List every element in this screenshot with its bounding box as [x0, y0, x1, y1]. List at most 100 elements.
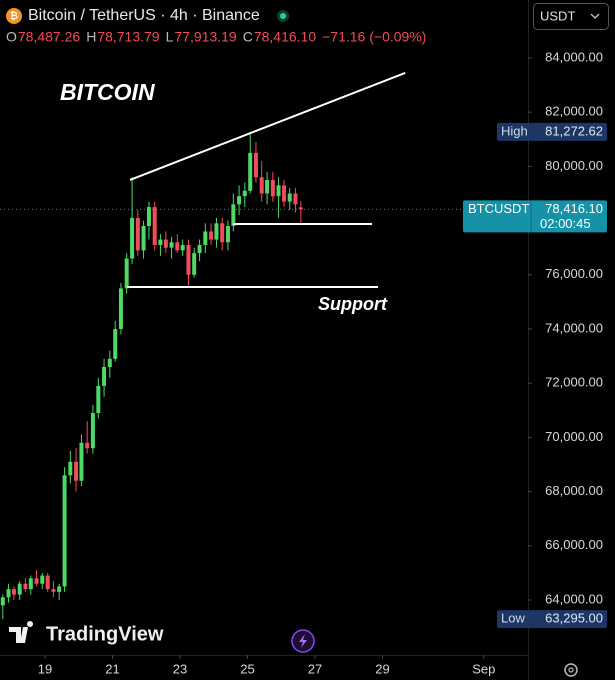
candle-body — [23, 583, 28, 590]
candle-body — [180, 244, 185, 251]
candle-body — [231, 204, 236, 227]
coin-icon-glyph: ₿ — [10, 10, 18, 22]
x-tick-label: 25 — [240, 661, 254, 676]
candle-body — [107, 358, 112, 367]
candle-body — [169, 242, 174, 248]
candle-body — [293, 193, 298, 205]
coin-icon — [6, 8, 22, 24]
candle-body — [163, 239, 168, 248]
candle-body — [276, 185, 281, 197]
legend-value: 78,713.79 — [97, 29, 159, 45]
candle-body — [79, 442, 84, 481]
price-marker-label: High — [501, 123, 528, 138]
x-tick-label: 27 — [308, 661, 322, 676]
dropdown-chevron — [590, 13, 600, 20]
candle-body — [265, 179, 270, 194]
annotation-title: BITCOIN — [60, 79, 155, 105]
candle-body — [146, 207, 151, 227]
legend-change: −71.16 (−0.09%) — [322, 29, 426, 45]
candle-body — [118, 288, 123, 329]
candle-body — [152, 207, 157, 245]
last-price-countdown: 02:00:45 — [540, 216, 591, 231]
brand-name: TradingView — [46, 623, 164, 645]
settings-button[interactable] — [564, 663, 578, 677]
symbol-title[interactable]: Bitcoin / TetherUS · 4h · Binance — [28, 7, 260, 24]
currency-dropdown[interactable] — [533, 3, 609, 30]
ohlc-legend: O 78,487.26 H 78,713.79 L 77,913.19 C 78,416.10… — [6, 29, 426, 45]
candle-body — [90, 412, 95, 449]
currency-label: USDT — [540, 8, 575, 23]
last-price-value: 78,416.10 — [545, 201, 603, 216]
candle-body — [45, 575, 50, 590]
candle-body — [57, 586, 62, 592]
candle-body — [298, 207, 303, 210]
price-marker-value: 63,295.00 — [545, 611, 603, 626]
candle-body — [74, 461, 79, 481]
x-tick-label: 19 — [38, 661, 52, 676]
candle-body — [130, 217, 135, 259]
candle-body — [0, 597, 5, 606]
legend-value: 78,487.26 — [18, 29, 80, 45]
y-tick-label: 74,000.00 — [545, 320, 603, 335]
candle-body — [197, 244, 202, 254]
y-tick-label: 72,000.00 — [545, 375, 603, 390]
last-price-label: BTCUSDT — [468, 201, 529, 216]
candle-body — [113, 328, 118, 359]
candle-body — [253, 152, 258, 178]
legend-key: C — [243, 29, 253, 45]
candle-body — [135, 217, 140, 251]
candle-body — [40, 575, 45, 584]
y-tick-label: 76,000.00 — [545, 266, 603, 281]
brand-logo — [9, 620, 34, 643]
candle-body — [259, 177, 264, 194]
price-marker-box — [497, 610, 607, 629]
price-marker-value: 81,272.62 — [545, 123, 603, 138]
candle-body — [102, 366, 107, 386]
y-tick-label: 68,000.00 — [545, 483, 603, 498]
price-marker-box — [497, 122, 607, 141]
settings-icon-core — [568, 667, 574, 673]
y-tick-label: 64,000.00 — [545, 591, 603, 606]
last-price-box — [463, 200, 607, 233]
candle-body — [85, 442, 90, 449]
y-tick-label: 80,000.00 — [545, 158, 603, 173]
candle-body — [6, 589, 11, 598]
candle-body — [68, 461, 73, 476]
candle-body — [248, 152, 253, 191]
y-tick-label: 84,000.00 — [545, 49, 603, 64]
lightning-icon — [299, 634, 307, 648]
candle-body — [28, 578, 33, 590]
status-dot — [280, 13, 286, 19]
candle-body — [192, 253, 197, 275]
candle-body — [158, 239, 163, 245]
x-tick-label: Sep — [472, 661, 495, 676]
candle-body — [11, 589, 16, 595]
legend-value: 77,913.19 — [174, 29, 236, 45]
trend-line — [129, 71, 406, 181]
candle-body — [214, 223, 219, 240]
candle-body — [62, 475, 67, 587]
candle-body — [124, 258, 129, 289]
candle-body — [242, 190, 247, 197]
x-tick-label: 21 — [105, 661, 119, 676]
x-tick-label: 23 — [173, 661, 187, 676]
x-tick-label: 29 — [375, 661, 389, 676]
legend-value: 78,416.10 — [254, 29, 316, 45]
candle-body — [225, 226, 230, 243]
candle-body — [220, 223, 225, 243]
candle-body — [141, 226, 146, 251]
legend-key: O — [6, 29, 17, 45]
y-tick-label: 66,000.00 — [545, 537, 603, 552]
candle-body — [270, 179, 275, 197]
y-tick-label: 82,000.00 — [545, 104, 603, 119]
candle-body — [96, 385, 101, 413]
y-tick-label: 70,000.00 — [545, 429, 603, 444]
candle-body — [186, 244, 191, 275]
legend-key: L — [166, 29, 174, 45]
candle-body — [34, 578, 39, 584]
candle-body — [203, 231, 208, 245]
candle-body — [281, 185, 286, 202]
candle-body — [17, 583, 22, 595]
